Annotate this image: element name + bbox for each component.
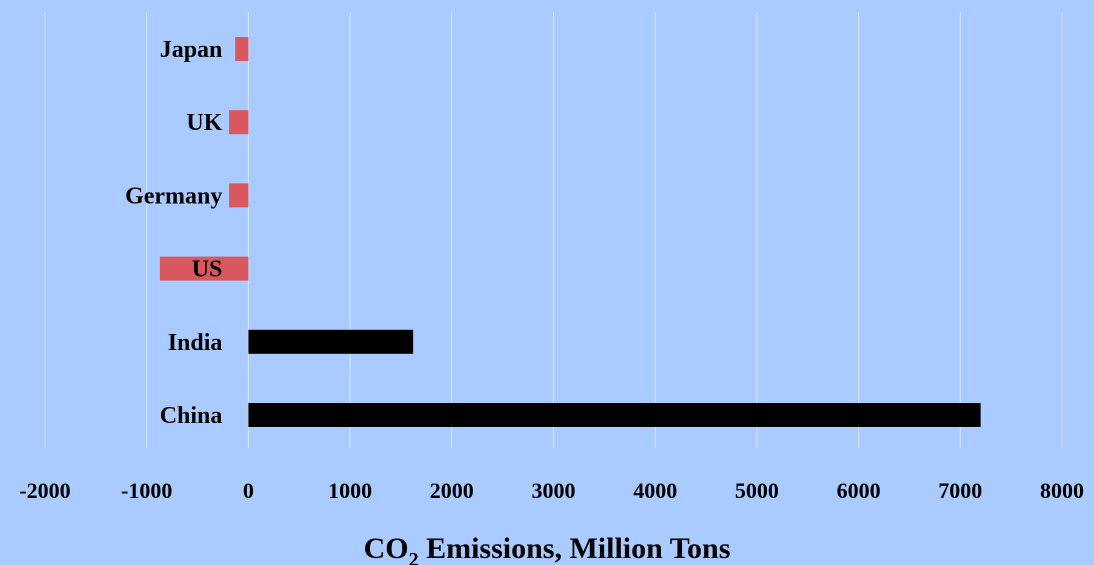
x-tick-label: 3000 — [532, 478, 576, 503]
x-tick-label: -1000 — [121, 478, 172, 503]
bar-uk — [229, 110, 249, 135]
bar-india — [248, 329, 414, 354]
gridlines — [44, 12, 1063, 448]
x-tick-labels: -2000 -1000 0 1000 2000 3000 4000 5000 6000 7000 8… — [19, 478, 1084, 503]
x-tick-label: 2000 — [430, 478, 474, 503]
x-axis-title-subscript: 2 — [409, 549, 419, 565]
bar-us — [159, 256, 249, 281]
x-axis-title: CO2 Emissions, Million Tons — [364, 532, 731, 565]
category-label-china: China — [160, 403, 223, 429]
bars — [159, 37, 981, 427]
bar-germany — [229, 183, 249, 208]
category-label-india: India — [168, 330, 223, 356]
category-label-germany: Germany — [125, 183, 222, 209]
x-tick-label: 5000 — [735, 478, 779, 503]
bar-china — [248, 403, 981, 427]
x-tick-label: 6000 — [837, 478, 881, 503]
x-tick-label: 8000 — [1040, 478, 1084, 503]
bar-japan — [235, 37, 249, 61]
x-tick-label: 1000 — [328, 478, 372, 503]
x-tick-label: 4000 — [633, 478, 677, 503]
category-label-japan: Japan — [160, 37, 223, 63]
x-axis-title-rest: Emissions, Million Tons — [419, 532, 731, 565]
category-label-uk: UK — [186, 110, 222, 136]
x-tick-label: -2000 — [19, 478, 70, 503]
x-tick-label: 0 — [243, 478, 254, 503]
x-tick-label: 7000 — [938, 478, 982, 503]
category-label-us: US — [192, 257, 223, 283]
category-labels: Japan UK Germany US India China — [125, 37, 223, 429]
x-axis-title-main: CO — [364, 532, 409, 565]
